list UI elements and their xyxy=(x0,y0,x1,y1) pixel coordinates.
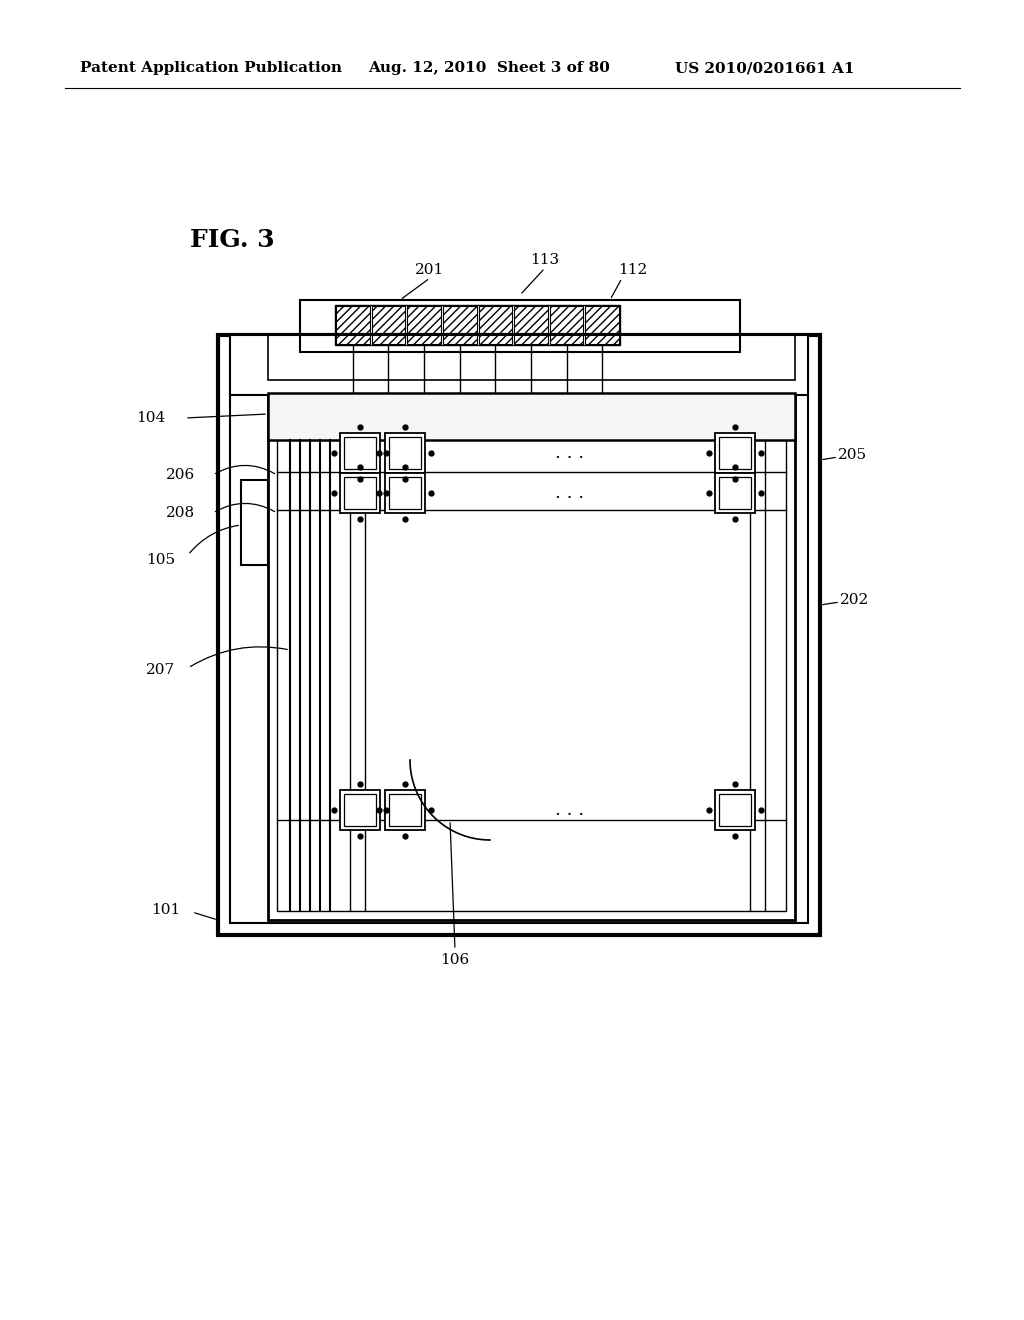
Bar xyxy=(268,335,795,380)
Text: . . .: . . . xyxy=(555,444,585,462)
Bar xyxy=(230,347,808,923)
Bar xyxy=(389,477,421,510)
Bar xyxy=(241,480,268,565)
Text: FIG. 3: FIG. 3 xyxy=(190,228,274,252)
Bar xyxy=(385,433,425,473)
Bar xyxy=(719,477,751,510)
Bar xyxy=(372,306,406,345)
Bar xyxy=(340,433,380,473)
Text: 112: 112 xyxy=(618,263,647,277)
Text: . . .: . . . xyxy=(555,484,585,502)
Bar xyxy=(268,393,795,440)
Bar xyxy=(230,335,808,395)
Text: 205: 205 xyxy=(838,447,867,462)
Text: 208: 208 xyxy=(166,506,195,520)
Bar xyxy=(715,789,755,830)
Text: . . .: . . . xyxy=(555,801,585,818)
Text: US 2010/0201661 A1: US 2010/0201661 A1 xyxy=(675,61,854,75)
Bar xyxy=(344,795,376,826)
Bar xyxy=(586,306,618,345)
Text: 101: 101 xyxy=(151,903,180,917)
Text: 104: 104 xyxy=(136,411,165,425)
Bar xyxy=(335,305,620,345)
Bar xyxy=(344,437,376,469)
Bar xyxy=(340,473,380,513)
Bar xyxy=(300,300,740,352)
Bar xyxy=(340,789,380,830)
Text: 106: 106 xyxy=(440,953,470,968)
Bar xyxy=(719,437,751,469)
Text: 105: 105 xyxy=(145,553,175,568)
Bar xyxy=(389,437,421,469)
Bar xyxy=(715,473,755,513)
Text: 202: 202 xyxy=(840,593,869,607)
Bar xyxy=(719,795,751,826)
Bar xyxy=(385,473,425,513)
Text: 207: 207 xyxy=(145,663,175,677)
Text: 206: 206 xyxy=(166,469,195,482)
Bar xyxy=(385,789,425,830)
Text: Aug. 12, 2010  Sheet 3 of 80: Aug. 12, 2010 Sheet 3 of 80 xyxy=(368,61,610,75)
Bar xyxy=(408,306,441,345)
Bar xyxy=(389,795,421,826)
Bar xyxy=(344,477,376,510)
Bar xyxy=(442,306,476,345)
Bar xyxy=(715,433,755,473)
Text: 113: 113 xyxy=(530,253,559,267)
Bar xyxy=(278,403,786,911)
Bar xyxy=(268,393,795,920)
Bar xyxy=(336,306,370,345)
Bar xyxy=(514,306,548,345)
Bar xyxy=(218,335,820,935)
Text: 201: 201 xyxy=(416,263,444,277)
Bar xyxy=(478,306,512,345)
Text: Patent Application Publication: Patent Application Publication xyxy=(80,61,342,75)
Bar xyxy=(550,306,584,345)
